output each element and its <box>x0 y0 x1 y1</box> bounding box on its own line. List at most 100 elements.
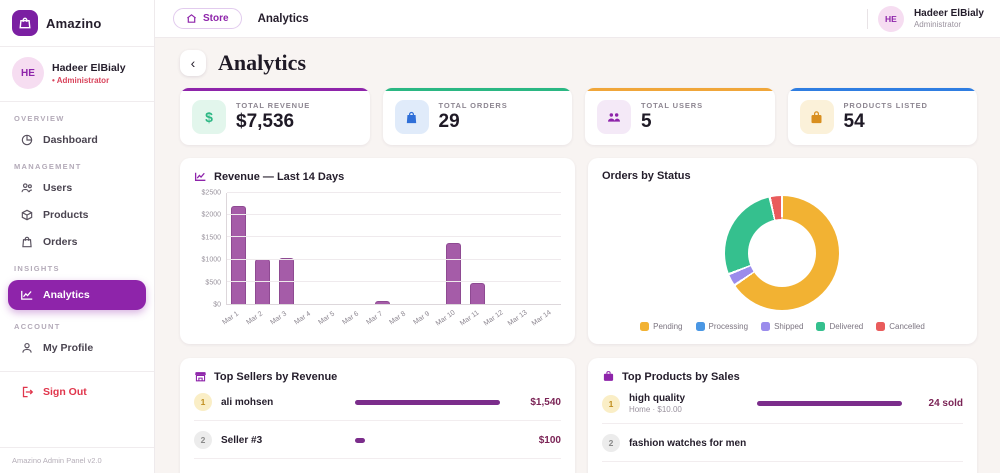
item-name: fashion watches for men <box>628 437 747 449</box>
section-label-account: ACCOUNT <box>14 322 61 331</box>
dashboard-icon <box>20 133 34 147</box>
avatar: HE <box>12 57 44 89</box>
top-products-list: 1 high quality Home · $10.00 24 sold 2 fashio… <box>601 383 963 462</box>
gridline <box>227 258 561 260</box>
stat-card-total-revenue: $ TOTAL REVENUE $7,536 <box>180 88 370 145</box>
y-tick-label: $0 <box>213 301 221 309</box>
bar-mar-7[interactable] <box>374 301 390 304</box>
sign-out-label: Sign Out <box>43 386 87 398</box>
rank-badge: 1 <box>601 394 620 413</box>
item-bar-zone <box>354 437 500 443</box>
bar-mar-10[interactable] <box>446 243 462 304</box>
orders-status-donut[interactable] <box>725 196 840 310</box>
section-label-overview: OVERVIEW <box>14 114 65 123</box>
legend-swatch <box>640 322 650 331</box>
sidebar-profile[interactable]: HE Hadeer ElBialy • Administrator <box>0 47 154 102</box>
top-sellers-card: Top Sellers by Revenue 1 ali mohsen $1,540… <box>180 358 575 473</box>
box-icon <box>799 100 834 134</box>
item-value: $100 <box>538 434 561 446</box>
sidebar-item-my-profile[interactable]: My Profile <box>6 335 148 361</box>
sign-out-button[interactable]: Sign Out <box>6 379 148 405</box>
legend-item-delivered: Delivered <box>816 322 863 331</box>
sidebar-nav: OVERVIEW Dashboard MANAGEMENT Users Prod… <box>0 102 154 447</box>
bar-chart-plot <box>226 192 561 305</box>
sidebar-item-products[interactable]: Products <box>6 202 148 228</box>
y-axis: $0 $500 $1000 $1500 $2000 $2500 <box>194 189 226 309</box>
gridline <box>227 280 561 282</box>
item-bar <box>354 399 500 405</box>
stat-label: TOTAL ORDERS <box>438 101 508 110</box>
legend-item-cancelled: Cancelled <box>876 322 925 331</box>
legend-swatch <box>816 322 826 331</box>
brand-name: Amazino <box>46 15 102 31</box>
sidebar-footer-version: Amazino Admin Panel v2.0 <box>0 447 154 473</box>
top-sellers-list: 1 ali mohsen $1,540 2 Seller #3 $100 <box>194 383 561 459</box>
orders-status-title: Orders by Status <box>601 170 691 182</box>
item-value: $1,540 <box>530 396 561 408</box>
y-tick-label: $2000 <box>201 211 221 219</box>
sidebar-item-orders[interactable]: Orders <box>6 229 148 255</box>
home-icon <box>186 13 197 24</box>
item-bar-zone <box>757 401 902 406</box>
section-label-insights: INSIGHTS <box>14 264 60 273</box>
profile-name: Hadeer ElBialy <box>52 61 126 74</box>
rank-badge: 2 <box>194 431 212 449</box>
list-item: 2 fashion watches for men <box>601 424 963 462</box>
shopping-bag-icon <box>394 100 429 134</box>
brand-header: Amazino <box>0 0 154 47</box>
stat-value: 29 <box>438 111 460 132</box>
logout-icon <box>20 385 34 399</box>
list-item: 1 high quality Home · $10.00 24 sold <box>601 383 963 424</box>
gridline <box>227 214 561 216</box>
revenue-chart-card: Revenue — Last 14 Days $0 $500 $1000 $1500 $… <box>180 158 575 344</box>
stat-label: TOTAL USERS <box>641 101 703 110</box>
stat-value: $7,536 <box>236 111 295 132</box>
sidebar-item-users[interactable]: Users <box>6 175 148 201</box>
top-products-title: Top Products by Sales <box>621 370 740 383</box>
gridline <box>227 236 561 238</box>
item-value: 24 sold <box>928 398 963 409</box>
topbar: Store Analytics HE Hadeer ElBialy Admini… <box>155 0 1000 38</box>
x-axis-labels: Mar 1 Mar 2 Mar 3 Mar 4 Mar 5 Mar 6 Mar 7 Mar 8… <box>221 308 561 332</box>
sidebar-item-analytics[interactable]: Analytics <box>8 280 146 310</box>
legend-item-processing: Processing <box>695 322 748 331</box>
gridline <box>227 192 561 193</box>
legend-item-pending: Pending <box>640 322 683 331</box>
x-tick-label: Mar 14 <box>530 309 553 328</box>
bar-mar-1[interactable] <box>231 206 247 304</box>
back-button[interactable]: ‹ <box>180 50 206 76</box>
avatar[interactable]: HE <box>877 5 904 32</box>
y-tick-label: $2500 <box>201 189 221 197</box>
top-products-card: Top Products by Sales 1 high quality Home … <box>587 358 977 473</box>
list-item: 2 Seller #3 $100 <box>194 421 561 459</box>
rank-badge: 2 <box>601 434 620 452</box>
sidebar-item-dashboard[interactable]: Dashboard <box>6 127 148 153</box>
sidebar-item-label: Analytics <box>43 289 90 301</box>
stat-card-products-listed: PRODUCTS LISTED 54 <box>787 88 977 145</box>
item-bar-zone <box>354 399 500 405</box>
revenue-chart-title: Revenue — Last 14 Days <box>214 170 345 183</box>
shopping-bag-logo-icon <box>12 10 38 36</box>
sidebar-item-label: Orders <box>43 236 78 248</box>
stat-card-total-users: TOTAL USERS 5 <box>585 88 775 145</box>
breadcrumb-current-page: Analytics <box>257 12 309 25</box>
chart-line-icon <box>194 170 207 183</box>
store-button[interactable]: Store <box>173 8 242 29</box>
storefront-icon <box>194 370 207 383</box>
list-item: 1 ali mohsen $1,540 <box>194 383 561 421</box>
sidebar-item-label: Users <box>43 182 73 194</box>
top-sellers-title: Top Sellers by Revenue <box>214 370 338 383</box>
legend-item-shipped: Shipped <box>761 322 803 331</box>
bar-mar-11[interactable] <box>470 282 486 304</box>
item-subtitle: Home · $10.00 <box>628 405 682 414</box>
topbar-user-role: Administrator <box>913 20 962 29</box>
profile-role: • Administrator <box>52 75 110 85</box>
donut-hole <box>748 219 817 287</box>
legend-swatch <box>876 322 886 331</box>
sidebar-item-label: Products <box>43 209 89 221</box>
box-icon <box>20 208 34 222</box>
briefcase-icon <box>602 370 615 383</box>
stat-value: 5 <box>641 111 652 132</box>
stat-card-total-orders: TOTAL ORDERS 29 <box>382 88 572 145</box>
